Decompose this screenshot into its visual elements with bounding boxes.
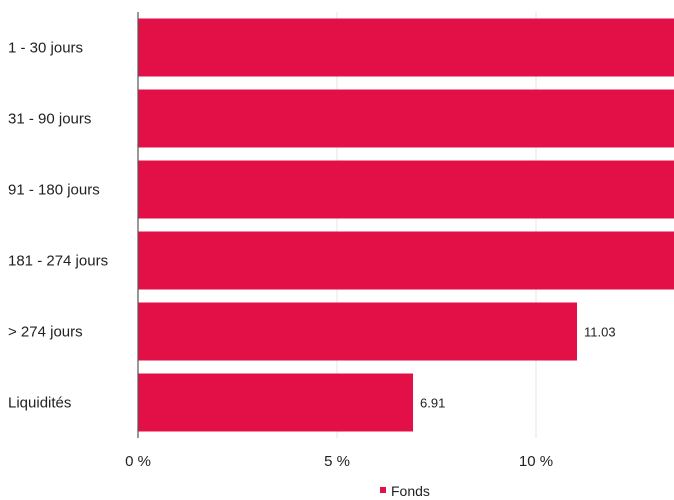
bar-5 (138, 373, 414, 432)
bar-0 (138, 18, 674, 77)
category-label-0: 1 - 30 jours (8, 40, 83, 57)
grid-lines (336, 12, 537, 438)
value-labels: 19.6824.5219.2818.5811.036.91 (420, 325, 616, 411)
x-tick-label-0: 0 % (125, 453, 151, 470)
value-label-5: 6.91 (420, 396, 445, 411)
value-label-4: 11.03 (584, 325, 616, 340)
bar-4 (138, 302, 577, 361)
bar-3 (138, 231, 674, 290)
category-label-5: Liquidités (8, 395, 71, 412)
category-label-3: 181 - 274 jours (8, 253, 108, 270)
bar-1 (138, 89, 674, 148)
x-tick-label-1: 5 % (324, 453, 350, 470)
category-label-1: 31 - 90 jours (8, 111, 91, 128)
x-tick-labels: 0 %5 %10 %15 %20 %25 % (125, 453, 553, 470)
category-labels: 1 - 30 jours 31 - 90 jours 91 - 180 jours 1… (8, 40, 108, 412)
legend: Fonds (380, 483, 430, 499)
x-tick-label-2: 10 % (519, 453, 553, 470)
bar-2 (138, 160, 674, 219)
bars (138, 18, 674, 432)
legend-swatch (380, 487, 386, 493)
category-label-4: > 274 jours (8, 324, 83, 341)
category-label-2: 91 - 180 jours (8, 182, 100, 199)
legend-label-fonds: Fonds (391, 483, 430, 499)
